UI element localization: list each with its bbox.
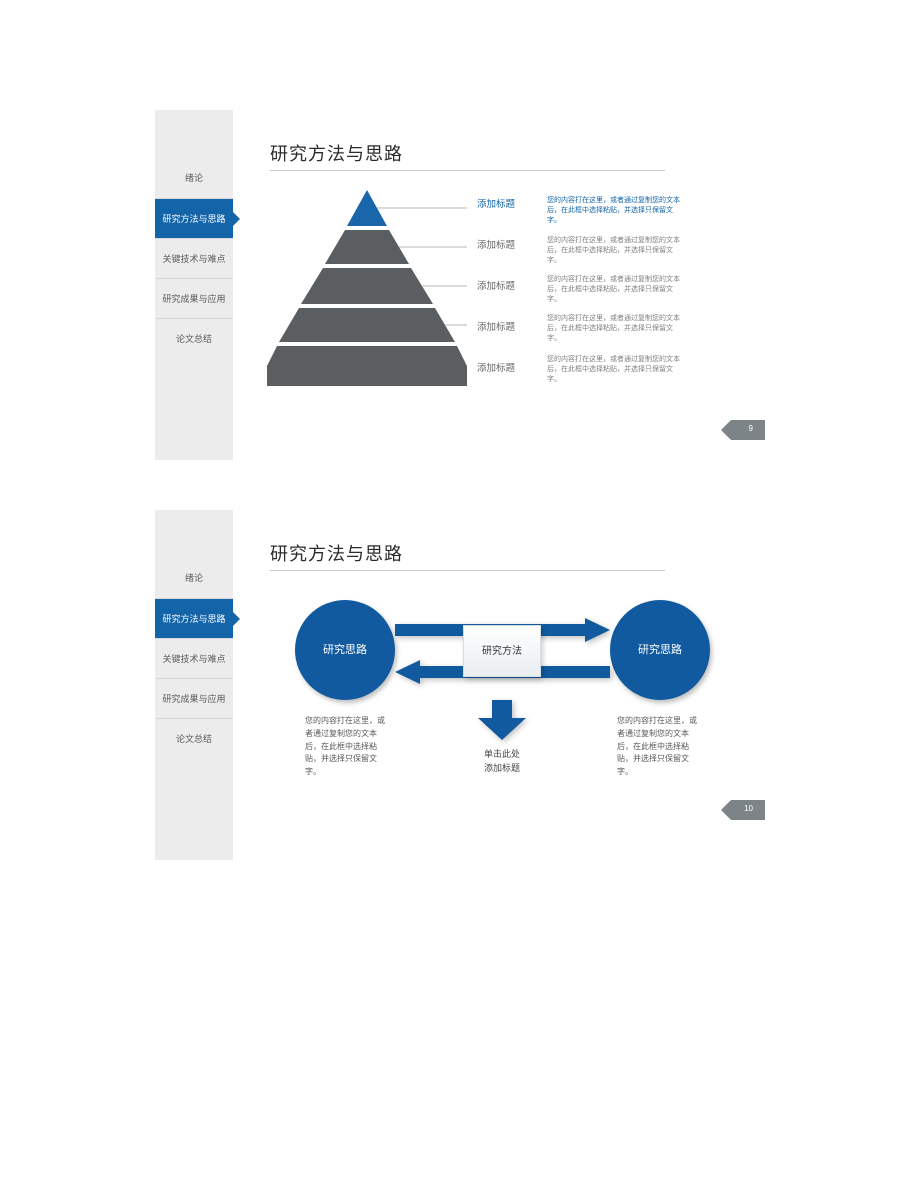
pyramid-chart: [267, 190, 467, 390]
pyr-label-3: 添加标题: [477, 319, 547, 360]
slide-canvas: 绪论 研究方法与思路 关键技术与难点 研究成果与应用 论文总结 研究方法与思路: [155, 110, 765, 460]
center-caption: 单击此处 添加标题: [463, 748, 541, 775]
pyr-desc-1: 您的内容打在这里，或者通过复制您的文本后，在此框中选择粘贴，并选择只保留文字。: [547, 236, 682, 266]
center-box: 研究方法: [463, 625, 541, 677]
title-row: 研究方法与思路: [270, 540, 670, 566]
sidebar-nav: 绪论 研究方法与思路 关键技术与难点 研究成果与应用 论文总结: [155, 110, 233, 460]
right-circle: 研究思路: [610, 600, 710, 700]
page-number-badge: 10: [721, 800, 765, 825]
slide-title: 研究方法与思路: [270, 540, 670, 566]
pyr-label-1: 添加标题: [477, 237, 547, 278]
slide-10: 绪论 研究方法与思路 关键技术与难点 研究成果与应用 论文总结 研究方法与思路 …: [0, 500, 920, 970]
page-number: 9: [749, 424, 753, 433]
left-body-text: 您的内容打在这里，或者通过复制您的文本后，在此框中选择粘贴，并选择只保留文字。: [305, 715, 390, 779]
nav-item-4[interactable]: 论文总结: [155, 318, 233, 358]
title-rule: [270, 570, 665, 571]
sidebar-nav: 绪论 研究方法与思路 关键技术与难点 研究成果与应用 论文总结: [155, 510, 233, 860]
slide-9: 绪论 研究方法与思路 关键技术与难点 研究成果与应用 论文总结 研究方法与思路: [0, 0, 920, 470]
pyr-label-2: 添加标题: [477, 278, 547, 319]
title-row: 研究方法与思路: [270, 140, 670, 166]
slide-title: 研究方法与思路: [270, 140, 670, 166]
nav-item-2[interactable]: 关键技术与难点: [155, 238, 233, 278]
nav-item-3[interactable]: 研究成果与应用: [155, 678, 233, 718]
nav-item-0[interactable]: 绪论: [155, 158, 233, 198]
nav-item-2[interactable]: 关键技术与难点: [155, 638, 233, 678]
nav-item-3[interactable]: 研究成果与应用: [155, 278, 233, 318]
pyr-desc-3: 您的内容打在这里，或者通过复制您的文本后，在此框中选择粘贴，并选择只保留文字。: [547, 314, 682, 344]
title-rule: [270, 170, 665, 171]
pyr-desc-0: 您的内容打在这里，或者通过复制您的文本后，在此框中选择粘贴，并选择只保留文字。: [547, 196, 682, 226]
page-number-badge: 9: [721, 420, 765, 445]
nav-item-0[interactable]: 绪论: [155, 558, 233, 598]
nav-item-1[interactable]: 研究方法与思路: [155, 198, 233, 238]
pyr-desc-2: 您的内容打在这里，或者通过复制您的文本后，在此框中选择粘贴，并选择只保留文字。: [547, 275, 682, 305]
arrow-down-icon: [478, 700, 526, 740]
left-circle: 研究思路: [295, 600, 395, 700]
pyr-desc-4: 您的内容打在这里，或者通过复制您的文本后，在此框中选择粘贴，并选择只保留文字。: [547, 355, 682, 385]
page-number: 10: [744, 804, 753, 813]
nav-item-4[interactable]: 论文总结: [155, 718, 233, 758]
pyr-label-4: 添加标题: [477, 360, 547, 401]
pyr-label-0: 添加标题: [477, 196, 547, 237]
nav-item-1[interactable]: 研究方法与思路: [155, 598, 233, 638]
right-body-text: 您的内容打在这里，或者通过复制您的文本后，在此框中选择粘贴，并选择只保留文字。: [617, 715, 702, 779]
slide-canvas: 绪论 研究方法与思路 关键技术与难点 研究成果与应用 论文总结 研究方法与思路 …: [155, 510, 765, 860]
pyramid-labels: 添加标题 添加标题 添加标题 添加标题 添加标题: [477, 196, 547, 401]
